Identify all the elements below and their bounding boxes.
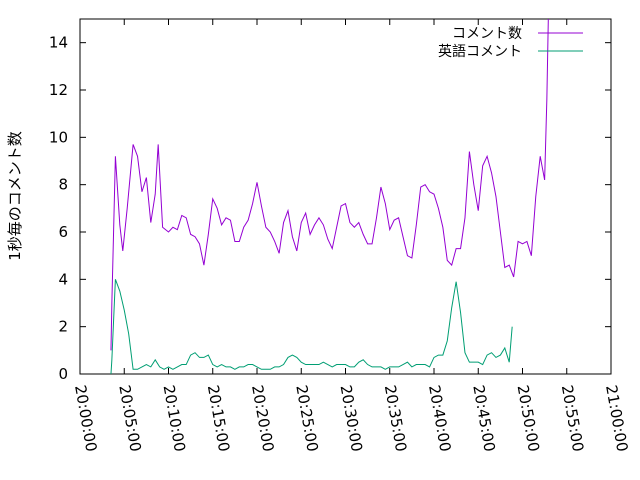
y-tick-label: 10	[49, 128, 68, 146]
series-line-1	[110, 19, 549, 351]
x-tick-label: 20:30:00	[337, 384, 366, 453]
x-tick-label: 20:35:00	[381, 384, 410, 453]
series-line-2	[110, 279, 513, 374]
y-tick-label: 2	[58, 318, 68, 336]
x-tick-label: 20:10:00	[160, 384, 189, 453]
y-axis-title: 1秒毎のコメント数	[6, 131, 24, 261]
x-tick-label: 20:40:00	[425, 384, 454, 453]
x-tick-label: 20:00:00	[71, 384, 100, 453]
plot-area-frame	[79, 18, 612, 375]
x-tick-label: 20:05:00	[115, 384, 144, 453]
y-axis: 0 2 4 6 8 10 12 14	[49, 34, 611, 383]
y-tick-label: 12	[49, 81, 68, 99]
series-group	[110, 19, 549, 374]
x-tick-label: 20:15:00	[204, 384, 233, 453]
x-tick-label: 20:45:00	[469, 384, 498, 453]
y-tick-label: 0	[58, 365, 68, 383]
x-tick-label: 21:00:00	[602, 384, 631, 453]
legend-label-1: コメント数	[452, 26, 522, 42]
y-tick-label: 14	[49, 34, 68, 52]
legend-label-2: 英語コメント	[438, 43, 522, 60]
y-tick-label: 8	[58, 176, 68, 194]
y-tick-label: 4	[58, 270, 68, 288]
x-tick-label: 20:50:00	[514, 384, 543, 453]
x-tick-label: 20:55:00	[558, 384, 587, 453]
x-tick-label: 20:20:00	[248, 384, 277, 453]
x-tick-label: 20:25:00	[292, 384, 321, 453]
y-tick-label: 6	[58, 223, 68, 241]
